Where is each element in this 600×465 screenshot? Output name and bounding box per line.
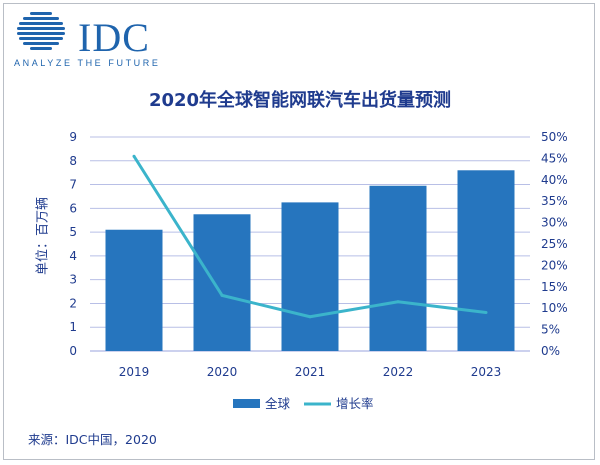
line-series	[132, 154, 488, 319]
chart-title: 2020年全球智能网联汽车出货量预测	[148, 90, 452, 111]
legend-label-total: 全球	[265, 396, 291, 411]
globe-icon	[17, 12, 65, 50]
left-tick-label: 3	[69, 273, 77, 287]
left-axis-ticks: 0 1 2 3 4 5 6 7 8 9	[69, 130, 77, 358]
right-tick-label: 40%	[541, 173, 568, 187]
right-tick-label: 45%	[541, 151, 568, 165]
line-point-2022	[396, 300, 400, 304]
left-tick-label: 1	[69, 320, 77, 334]
x-tick-label: 2019	[119, 365, 150, 379]
right-tick-label: 25%	[541, 237, 568, 251]
left-tick-label: 5	[69, 225, 77, 239]
bar-2019	[105, 229, 163, 351]
x-tick-label: 2022	[383, 365, 414, 379]
bar-series	[105, 170, 515, 351]
right-tick-label: 35%	[541, 194, 568, 208]
line-point-2023	[484, 310, 488, 314]
logo-tagline: ANALYZE THE FUTURE	[14, 58, 161, 68]
bar-2022	[369, 185, 427, 351]
bar-2020	[193, 214, 251, 351]
legend-label-growth: 增长率	[336, 396, 374, 411]
right-tick-label: 20%	[541, 258, 568, 272]
left-tick-label: 7	[69, 178, 77, 192]
x-tick-label: 2020	[207, 365, 238, 379]
legend: 全球 增长率	[233, 396, 374, 411]
right-tick-label: 10%	[541, 301, 568, 315]
bar-2021	[281, 202, 339, 351]
left-tick-label: 4	[69, 249, 77, 263]
idc-logo: IDC ANALYZE THE FUTURE	[14, 10, 164, 70]
logo-wordmark: IDC	[78, 15, 150, 60]
left-tick-label: 8	[69, 154, 77, 168]
source-note: 来源：IDC中国，2020	[28, 432, 157, 447]
line-point-2020	[220, 293, 224, 297]
right-axis-ticks: 0% 5% 10% 15% 20% 25% 30% 35% 40% 45% 50%	[541, 130, 568, 358]
bar-2023	[457, 170, 515, 351]
x-tick-label: 2021	[295, 365, 326, 379]
line-point-2021	[308, 315, 312, 319]
right-tick-label: 0%	[541, 344, 560, 358]
legend-bar-swatch	[233, 399, 260, 408]
left-tick-label: 2	[69, 296, 77, 310]
left-tick-label: 0	[69, 344, 77, 358]
left-tick-label: 9	[69, 130, 77, 144]
x-axis-ticks: 2019 2020 2021 2022 2023	[119, 365, 502, 379]
left-tick-label: 6	[69, 201, 77, 215]
line-point-2019	[132, 154, 136, 158]
right-tick-label: 50%	[541, 130, 568, 144]
right-tick-label: 5%	[541, 323, 560, 337]
right-tick-label: 15%	[541, 280, 568, 294]
x-tick-label: 2023	[471, 365, 502, 379]
right-tick-label: 30%	[541, 216, 568, 230]
